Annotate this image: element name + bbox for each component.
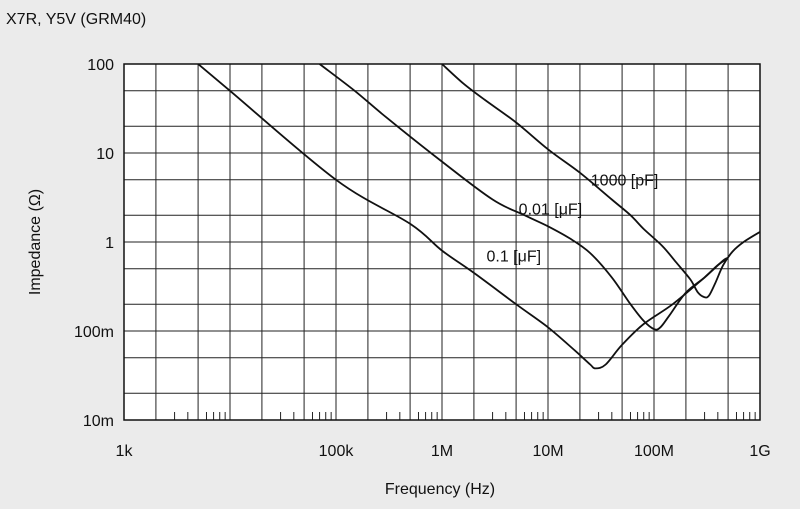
x-axis-label: Frequency (Hz) <box>385 481 495 498</box>
x-tick-labels: 1k 100k 1M 10M 100M 1G <box>116 443 771 460</box>
series-label: 1000 [pF] <box>591 173 659 190</box>
y-tick-label: 1 <box>105 235 114 252</box>
y-tick-label: 10 <box>96 146 114 163</box>
x-tick-label: 1k <box>116 443 134 460</box>
x-tick-label: 1G <box>749 443 770 460</box>
series-labels: 1000 [pF] 0.01 [μF] 0.1 [μF] <box>486 173 658 266</box>
x-tick-label: 100M <box>634 443 674 460</box>
y-tick-labels: 100 10 1 100m 10m <box>74 57 114 430</box>
series-1000pf-curve <box>441 63 761 299</box>
y-tick-label: 10m <box>83 413 114 430</box>
x-tick-label: 100k <box>319 443 355 460</box>
series-0-1uf-curve <box>197 63 729 370</box>
y-tick-label: 100m <box>74 324 114 341</box>
y-axis-label: Impedance (Ω) <box>27 189 44 295</box>
x-tick-label: 1M <box>431 443 453 460</box>
grid <box>124 64 760 420</box>
y-tick-label: 100 <box>87 57 114 74</box>
series-label: 0.1 [μF] <box>486 249 541 266</box>
plot-frame <box>123 63 761 421</box>
x-tick-label: 10M <box>532 443 563 460</box>
chart-title: X7R, Y5V (GRM40) <box>6 11 146 28</box>
series-label: 0.01 [μF] <box>519 201 582 218</box>
series-layer <box>197 63 761 370</box>
